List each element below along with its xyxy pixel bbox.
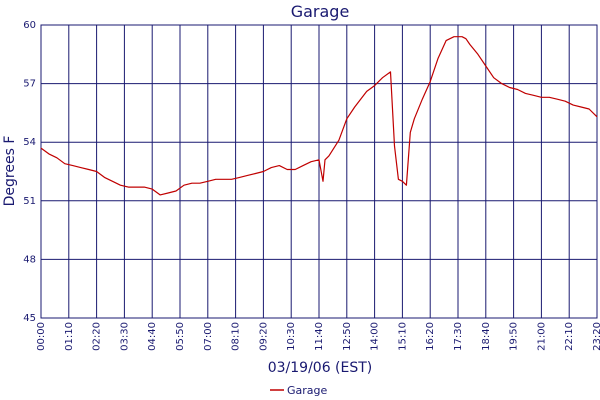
x-tick-label: 11:40 [314,322,325,351]
x-tick-label: 19:50 [509,322,520,351]
x-tick-label: 09:20 [258,322,269,351]
x-tick-label: 07:00 [203,322,214,351]
x-tick-label: 02:20 [92,322,103,351]
x-tick-label: 15:10 [397,322,408,351]
x-tick-label: 21:00 [536,322,547,351]
plot-area-border [40,24,598,319]
y-tick-label: 48 [23,254,36,265]
x-tick-label: 14:00 [370,322,381,351]
x-tick-label: 16:20 [425,322,436,351]
legend: Garage [270,384,328,397]
series-line-garage [40,36,598,196]
x-tick-label: 12:50 [342,322,353,351]
x-tick-label: 04:40 [147,322,158,351]
x-tick-labels: 00:00 01:10 02:20 03:30 04:40 05:50 07:00 08:10… [36,322,600,351]
x-tick-label: 10:30 [286,322,297,351]
y-tick-label: 60 [23,20,36,31]
x-tick-label: 17:30 [453,322,464,351]
x-tick-label: 05:50 [175,322,186,351]
y-tick-labels: 45 48 51 54 57 60 [23,20,36,324]
legend-label-garage: Garage [287,384,328,397]
x-tick-label: 00:00 [36,322,47,351]
x-axis-label: 03/19/06 (EST) [268,360,373,376]
y-tick-label: 57 [23,79,36,90]
y-axis-label: Degrees F [2,136,18,207]
y-tick-label: 45 [23,313,36,324]
y-tick-label: 54 [23,137,36,148]
x-tick-label: 18:40 [481,322,492,351]
chart-title: Garage [291,2,350,21]
series-group [40,36,598,196]
x-tick-label: 22:10 [564,322,575,351]
x-tick-label: 01:10 [64,322,75,351]
plot-grid [40,24,598,319]
x-tick-label: 03:30 [119,322,130,351]
y-tick-label: 51 [23,196,36,207]
x-tick-label: 08:10 [231,322,242,351]
x-tick-label: 23:20 [592,322,600,351]
